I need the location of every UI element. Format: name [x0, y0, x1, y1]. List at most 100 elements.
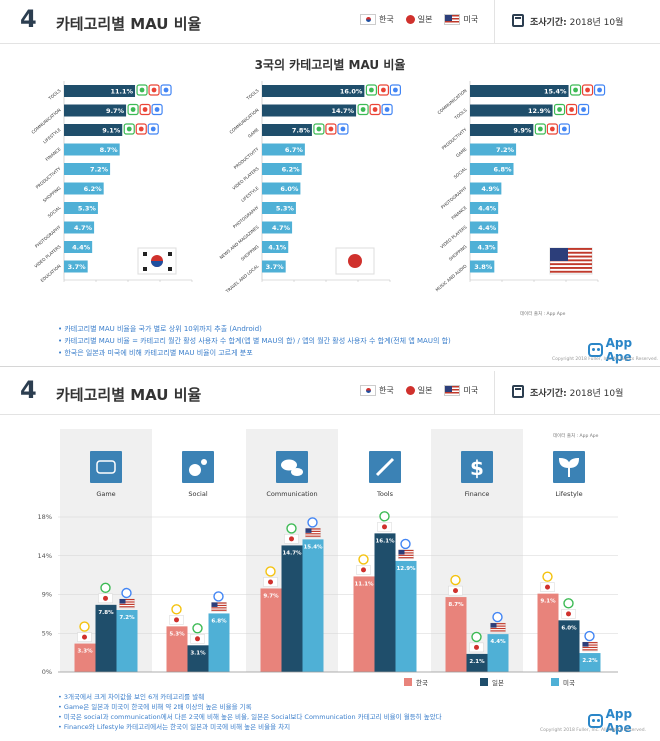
bar-value-label: 11.1%: [354, 581, 374, 587]
header-divider: [494, 371, 495, 415]
flag-mark: [453, 588, 458, 594]
bar-shopping: [64, 182, 104, 195]
app-icon-mark: [537, 126, 543, 132]
bar-tools: [262, 85, 365, 97]
slide-header: 4 카테고리별 MAU 비율 한국 일본 미국 조사기간: 2018년 10월: [0, 371, 660, 415]
period-label: 조사기간:: [530, 389, 567, 399]
period-label: 조사기간:: [530, 18, 567, 28]
flag-stripe: [305, 530, 321, 532]
y-tick-label: 18%: [38, 513, 52, 521]
bar-news-and-magazines: [262, 221, 293, 234]
game-icon: [90, 451, 122, 483]
bar-value-label: 4.4%: [72, 244, 91, 252]
bar-lifestyle-japan: [558, 620, 580, 672]
bar-value-label: 11.1%: [110, 88, 133, 96]
bar-value-label: 9.1%: [102, 127, 121, 135]
bar-tools-japan: [374, 533, 396, 672]
usa-flag-icon: [444, 14, 461, 25]
tools-icon-glyph: [375, 457, 395, 477]
bar-value-label: 4.4%: [478, 224, 497, 232]
y-tick-label: 0%: [42, 668, 52, 676]
category-label: NEWS AND MAGAZINES: [218, 224, 259, 260]
bar-value-label: 6.8%: [493, 166, 512, 174]
bar-value-label: 7.8%: [292, 127, 311, 135]
flag-stripe: [398, 549, 414, 552]
category-label: TOOLS: [453, 107, 468, 121]
app-icon: [307, 517, 318, 528]
bar-photography: [262, 202, 296, 214]
legend-japan-label: 일본: [417, 386, 433, 395]
legend-usa-label: 미국: [463, 386, 479, 395]
note-item: Game은 일본과 미국이 한국에 비해 약 2배 이상의 높은 비율을 기록: [58, 702, 442, 712]
trigram: [168, 252, 172, 256]
category-label: Tools: [376, 490, 394, 498]
legend-usa-label: 미국: [463, 15, 479, 24]
japan-flag-icon: [405, 386, 415, 395]
app-icon-mark: [163, 87, 169, 93]
bar-lifestyle-korea: [537, 593, 559, 672]
flag-mark: [361, 567, 366, 573]
copyright: Copyright 2018 Fuller, Inc. All Rights R…: [552, 357, 658, 362]
slide-header: 4 카테고리별 MAU 비율 한국 일본 미국 조사기간: 2018년 10월: [0, 0, 660, 44]
app-ape-logo: App Ape: [588, 336, 660, 364]
flag-canton: [305, 528, 312, 533]
flag-canton: [582, 642, 589, 647]
flag-stripe: [211, 609, 227, 611]
legend-swatch: [404, 678, 412, 686]
category-label: Communication: [266, 490, 317, 498]
app-icon-mark: [557, 107, 562, 112]
bar-productivity: [64, 163, 111, 175]
bar-value-label: 3.8%: [474, 263, 493, 271]
bar-value-label: 12.9%: [396, 566, 416, 572]
app-icon-mark: [381, 87, 386, 93]
flag-stripe: [119, 601, 135, 603]
data-source: 데이터 출처 : App Ape: [553, 434, 599, 439]
country-legend: 한국 일본 미국: [360, 385, 490, 396]
survey-period: 조사기간: 2018년 10월: [530, 15, 623, 28]
page-title: 카테고리별 MAU 비율: [56, 386, 202, 404]
bar-shopping: [470, 241, 498, 253]
bar-finance: [470, 202, 499, 214]
logo-text: App Ape: [605, 336, 633, 364]
note-item: 카테고리별 MAU 비율 = 카테고리 월간 활성 사용자 수 합계(앱 별 M…: [58, 335, 450, 347]
flag-stripe: [305, 533, 321, 535]
header-divider: [494, 0, 495, 44]
app-icon: [492, 611, 503, 623]
finance-icon-glyph: $: [470, 456, 484, 480]
category-label: EDUCATION: [40, 263, 62, 283]
category-label: Game: [96, 490, 115, 498]
finance-icon: [461, 451, 493, 483]
bar-social-usa: [208, 613, 230, 672]
bar-value-label: 4.4%: [490, 639, 506, 645]
bar-finance: [64, 143, 120, 156]
flag-mark: [82, 634, 87, 640]
bar-value-label: 6.7%: [285, 146, 304, 154]
bar-lifestyle: [64, 124, 123, 136]
bar-productivity: [470, 124, 534, 136]
flag-stripe: [398, 554, 414, 556]
bar-value-label: 9.9%: [513, 127, 532, 135]
category-label: Social: [188, 490, 207, 498]
flag-mark: [566, 611, 571, 617]
flag-stripe: [119, 606, 135, 608]
bar-value-label: 2.2%: [582, 658, 598, 664]
bar-travel-and-local: [262, 260, 286, 273]
flag-stripe: [582, 642, 598, 644]
communication-icon-glyph: [281, 459, 303, 476]
category-label: FINANCE: [44, 146, 62, 162]
app-icon-mark: [581, 107, 586, 112]
country-chart-3: 15.4%COMMUNICATION 12.9%TOOLS9.9%PRODUCTI…: [434, 81, 606, 292]
notes-list: 3개국에서 크게 차이값을 보인 6개 카테고리를 발췌 Game은 일본과 미…: [58, 692, 442, 732]
bar-value-label: 9.7%: [263, 593, 279, 599]
legend-japan-label: 일본: [417, 15, 433, 24]
bar-game-japan: [95, 604, 117, 672]
note-item: 카테고리별 MAU 비율을 국가 별로 상위 10위까지 추출 (Android…: [58, 323, 451, 335]
app-icon-mark: [139, 87, 145, 93]
bar-social: [470, 163, 514, 175]
korea-flag-icon: [360, 385, 376, 396]
flag-stripe: [550, 255, 592, 258]
flag-canton: [550, 248, 568, 261]
